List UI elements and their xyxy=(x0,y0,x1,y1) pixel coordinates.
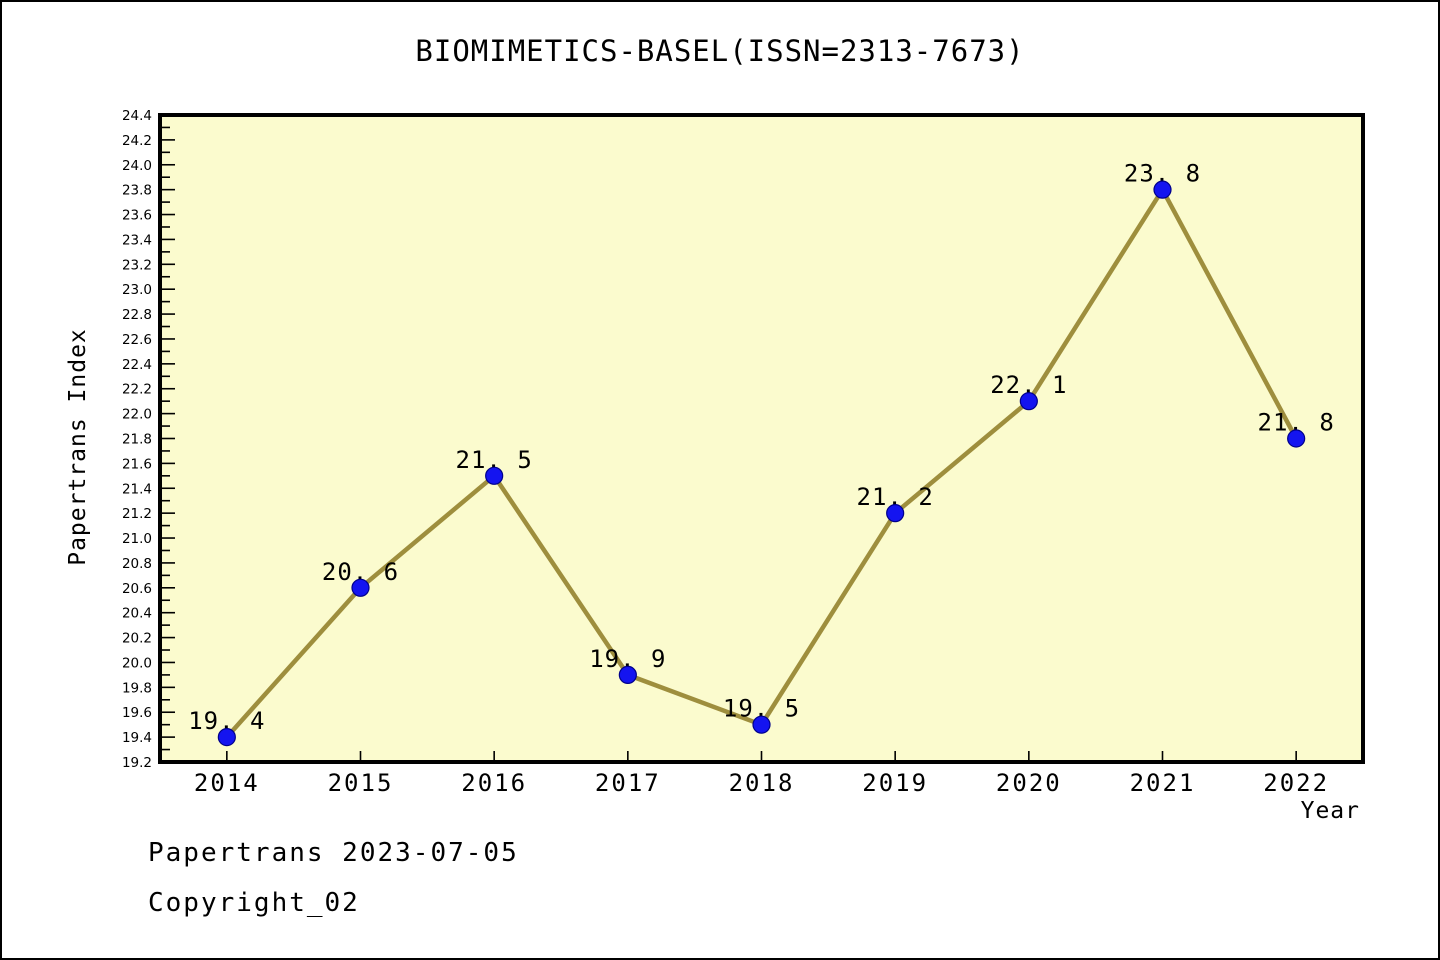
plot-background xyxy=(158,113,1365,764)
x-tick-label: 2019 xyxy=(862,769,928,797)
y-tick-label: 21.2 xyxy=(122,506,152,522)
x-tick-label: 2021 xyxy=(1130,769,1196,797)
y-tick-label: 22.0 xyxy=(122,407,152,423)
y-tick-label: 23.0 xyxy=(122,282,152,298)
x-tick-label: 2018 xyxy=(729,769,795,797)
y-tick-label: 19.8 xyxy=(122,680,152,696)
y-tick-label: 22.2 xyxy=(122,382,152,398)
x-axis-title: Year xyxy=(1300,798,1360,824)
y-tick-label: 19.2 xyxy=(122,755,152,771)
y-tick-label: 20.8 xyxy=(122,556,152,572)
y-tick-label: 22.6 xyxy=(122,332,152,348)
y-tick-label: 21.6 xyxy=(122,456,152,472)
data-point xyxy=(886,504,905,523)
x-tick-label: 2016 xyxy=(461,769,527,797)
y-tick-label: 21.0 xyxy=(122,531,152,547)
y-tick-label: 20.0 xyxy=(122,655,152,671)
x-tick-label: 2017 xyxy=(595,769,661,797)
data-point xyxy=(1153,180,1172,199)
x-tick-label: 2022 xyxy=(1263,769,1329,797)
data-point xyxy=(217,728,236,747)
data-point xyxy=(1019,392,1038,411)
x-tick-label: 2014 xyxy=(194,769,260,797)
data-point xyxy=(485,466,504,485)
y-tick-label: 20.2 xyxy=(122,631,152,647)
data-point xyxy=(618,665,637,685)
y-tick-label: 22.4 xyxy=(122,357,152,373)
y-tick-label: 20.6 xyxy=(122,581,152,597)
data-point xyxy=(351,578,370,597)
x-tick-label: 2015 xyxy=(328,769,394,797)
y-tick-label: 22.8 xyxy=(122,307,152,323)
chart-title: BIOMIMETICS-BASEL(ISSN=2313-7673) xyxy=(415,34,1025,68)
footer-copyright: Copyright_02 xyxy=(148,888,360,918)
y-tick-label: 20.4 xyxy=(122,606,152,622)
footer-date: Papertrans 2023-07-05 xyxy=(148,838,519,868)
x-tick-label: 2020 xyxy=(996,769,1062,797)
y-tick-label: 23.4 xyxy=(122,232,152,248)
y-tick-label: 24.4 xyxy=(122,108,152,124)
y-tick-label: 23.6 xyxy=(122,208,152,224)
y-tick-label: 23.2 xyxy=(122,257,152,273)
y-tick-label: 24.0 xyxy=(122,158,152,174)
y-tick-label: 19.6 xyxy=(122,705,152,721)
y-tick-label: 23.8 xyxy=(122,183,152,199)
y-tick-label: 21.8 xyxy=(122,432,152,448)
y-tick-label: 21.4 xyxy=(122,481,152,497)
data-point xyxy=(752,715,771,734)
y-tick-label: 19.4 xyxy=(122,730,152,746)
y-tick-label: 24.2 xyxy=(122,133,152,149)
data-point xyxy=(1287,429,1306,448)
